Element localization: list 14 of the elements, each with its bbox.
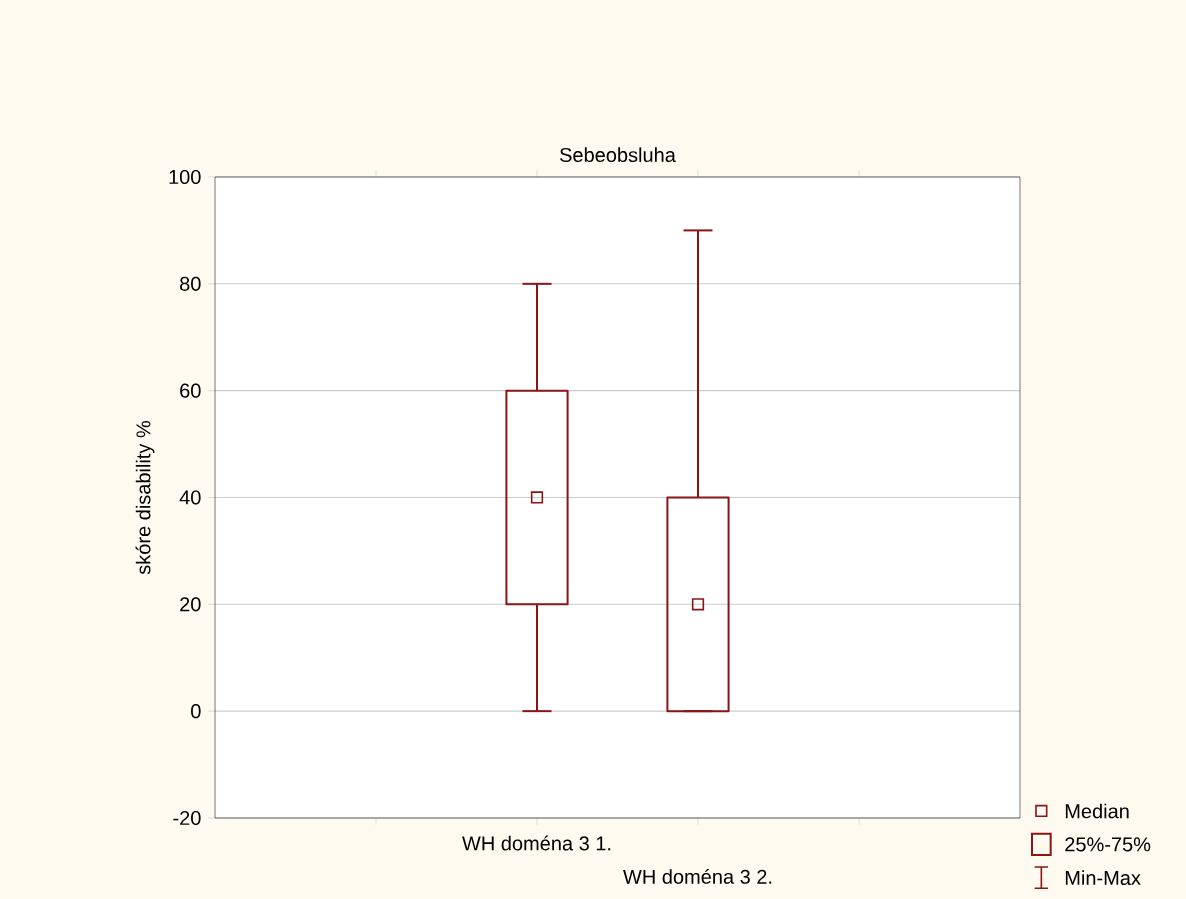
text: Median <box>1065 803 1129 819</box>
y-tick-label: 40 <box>179 490 201 505</box>
text: 25%-75% <box>1065 837 1151 852</box>
y-tick-label: 60 <box>180 383 201 398</box>
y-tick-label: 20 <box>180 597 201 612</box>
chart-title: Sebeobsluha <box>560 147 676 163</box>
y-tick-label: -20 <box>173 810 201 826</box>
x-tick-label: WH doména 3 1. <box>462 835 611 851</box>
y-tick-label: 100 <box>169 169 201 185</box>
y-tick-label: 80 <box>180 276 201 291</box>
x-tick-label: WH doména 3 2. <box>623 868 772 884</box>
y-tick-label: 0 <box>191 704 201 719</box>
text: Min-Max <box>1065 870 1141 885</box>
y-axis-title: skóre disability % <box>135 421 155 575</box>
